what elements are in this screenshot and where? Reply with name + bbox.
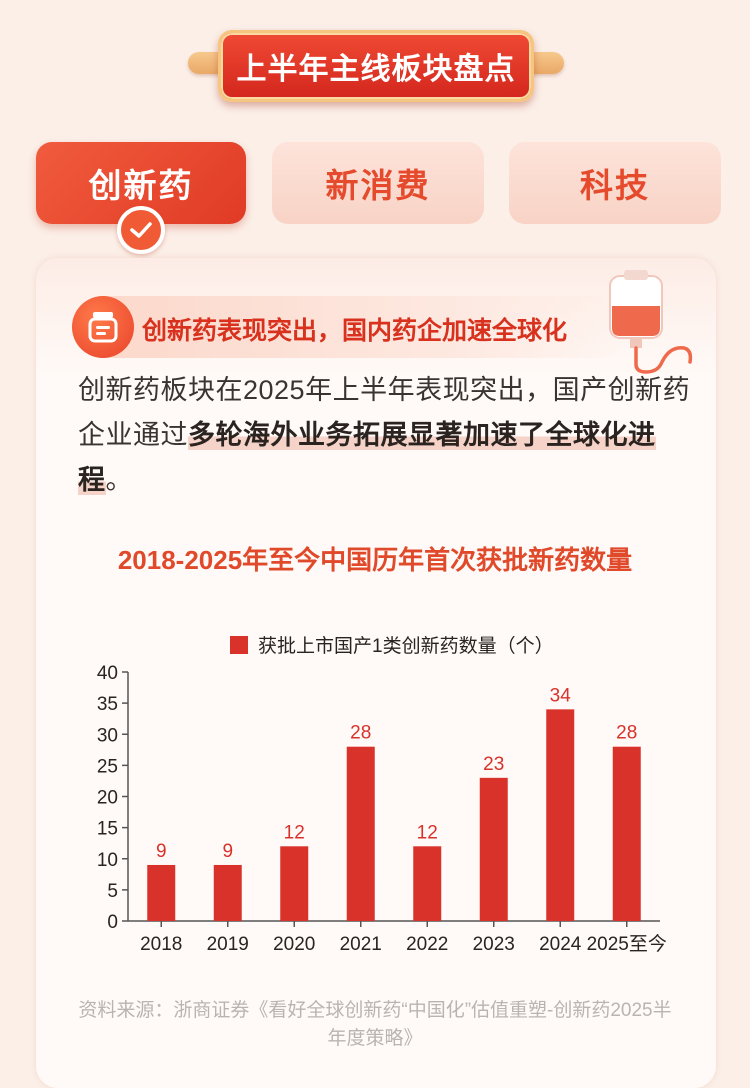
title-banner: 上半年主线板块盘点 — [188, 24, 564, 106]
x-tick-label: 2024 — [539, 934, 582, 955]
bar — [546, 709, 575, 921]
tab-innovative-drugs[interactable]: 创新药 — [36, 142, 246, 224]
section-heading: 创新药表现突出，国内药企加速全球化 — [142, 317, 568, 345]
x-tick-label: 2021 — [340, 934, 382, 955]
y-tick-label: 0 — [107, 912, 118, 933]
y-tick-label: 30 — [97, 725, 118, 746]
bar — [280, 846, 309, 921]
x-tick-label: 2019 — [207, 934, 249, 955]
x-tick-label: 2020 — [273, 934, 315, 955]
chart-legend: 获批上市国产1类创新药数量（个） — [230, 635, 554, 657]
data-label: 28 — [350, 723, 371, 744]
iv-drip-icon — [609, 270, 693, 374]
legend-swatch — [230, 636, 248, 654]
x-tick-label: 2023 — [473, 934, 515, 955]
data-label: 12 — [284, 822, 305, 843]
source-note: 资料来源：浙商证券《看好全球创新药“中国化”估值重塑-创新药2025半年度策略》 — [78, 1000, 672, 1049]
x-tick-label: 2022 — [406, 934, 448, 955]
checkmark-icon — [117, 206, 165, 254]
data-label: 9 — [222, 841, 233, 862]
chart-title: 2018-2025年至今中国历年首次获批新药数量 — [117, 545, 633, 575]
banner-title: 上半年主线板块盘点 — [236, 53, 516, 86]
y-tick-label: 35 — [97, 694, 118, 715]
y-tick-label: 40 — [97, 663, 118, 684]
summary-text: 创新药板块在2025年上半年表现突出，国产创新药企业通过 — [78, 375, 691, 450]
legend-label: 获批上市国产1类创新药数量（个） — [258, 635, 554, 657]
banner-plate: 上半年主线板块盘点 — [218, 30, 534, 102]
tab-new-consumption[interactable]: 新消费 — [272, 142, 484, 224]
bar — [147, 864, 176, 921]
bar — [479, 777, 508, 921]
medicine-bottle-icon — [72, 296, 134, 358]
y-tick-label: 5 — [107, 881, 118, 902]
bar-chart: 获批上市国产1类创新药数量（个） 0 5 10 15 20 25 30 35 40 9 2018 9… — [97, 635, 667, 955]
x-tick-label: 2018 — [140, 934, 182, 955]
y-tick-label: 10 — [97, 850, 118, 871]
bar — [346, 746, 375, 921]
data-label: 34 — [550, 685, 572, 706]
data-label: 12 — [417, 822, 438, 843]
data-label: 9 — [156, 841, 167, 862]
section-heading-pill — [72, 296, 632, 358]
tab-technology[interactable]: 科技 — [509, 142, 721, 224]
data-label: 23 — [483, 754, 504, 775]
summary-end: 。 — [105, 465, 133, 495]
summary-paragraph: 创新药板块在2025年上半年表现突出，国产创新药企业通过多轮海外业务拓展显著加速… — [78, 368, 698, 503]
x-tick-label: 2025至今 — [587, 933, 667, 955]
y-tick-label: 15 — [97, 819, 118, 840]
bar — [413, 846, 442, 921]
data-label: 28 — [616, 723, 637, 744]
bar — [612, 746, 641, 921]
content-card — [36, 258, 716, 1088]
y-tick-label: 25 — [97, 756, 118, 777]
bar — [213, 864, 242, 921]
y-tick-label: 20 — [97, 788, 118, 809]
